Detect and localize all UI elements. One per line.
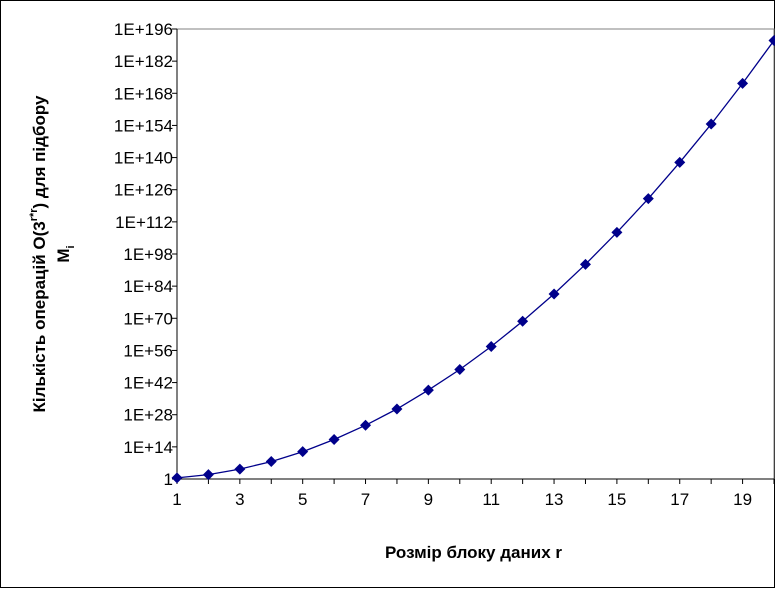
y-tick-label: 1E+42 [123, 374, 173, 393]
x-axis-title: Розмір блоку даних r [385, 543, 562, 562]
y-tick-label: 1E+112 [115, 213, 173, 232]
y-axis-title-subscript: i [65, 245, 77, 248]
y-axis: 1 1E+14 1E+28 1E+42 1E+56 1E+70 1E+84 1E+98 1E+1… [114, 20, 177, 489]
y-axis-title-line1: Кількість операцій O(3r*r) для підбору [28, 95, 49, 412]
y-tick-label: 1E+84 [123, 277, 173, 296]
y-axis-title-var: M [54, 248, 73, 262]
x-tick-label: 3 [235, 490, 244, 509]
x-tick-label: 9 [424, 490, 433, 509]
y-tick-label: 1E+70 [123, 309, 173, 328]
y-axis-title-main: Кількість операцій O(3 [30, 221, 49, 412]
y-axis-title: Кількість операцій O(3r*r) для підбору M… [28, 95, 77, 412]
y-tick-label: 1E+196 [114, 20, 173, 39]
y-tick-label: 1E+154 [114, 116, 173, 135]
y-tick-label: 1E+140 [114, 149, 173, 168]
x-tick-label: 1 [172, 490, 181, 509]
x-tick-label: 11 [482, 490, 500, 509]
y-tick-label: 1E+182 [114, 52, 173, 71]
y-axis-title-end: ) для підбору [30, 95, 49, 208]
y-tick-label: 1E+56 [123, 341, 173, 360]
y-axis-title-superscript: r*r [28, 208, 40, 222]
x-tick-label: 7 [361, 490, 370, 509]
y-tick-label: 1E+14 [123, 438, 173, 457]
y-tick-label: 1E+28 [123, 406, 173, 425]
y-tick-label: 1E+126 [114, 181, 173, 200]
x-tick-label: 17 [670, 490, 689, 509]
x-tick-label: 15 [607, 490, 626, 509]
x-tick-label: 19 [733, 490, 752, 509]
y-tick-label: 1E+98 [123, 245, 173, 264]
y-tick-label: 1E+168 [114, 84, 173, 103]
x-tick-label: 5 [298, 490, 307, 509]
y-tick-label: 1 [164, 470, 173, 489]
x-tick-label: 13 [545, 490, 564, 509]
y-axis-title-line2: Mi [54, 245, 77, 262]
plot-area [177, 29, 774, 479]
